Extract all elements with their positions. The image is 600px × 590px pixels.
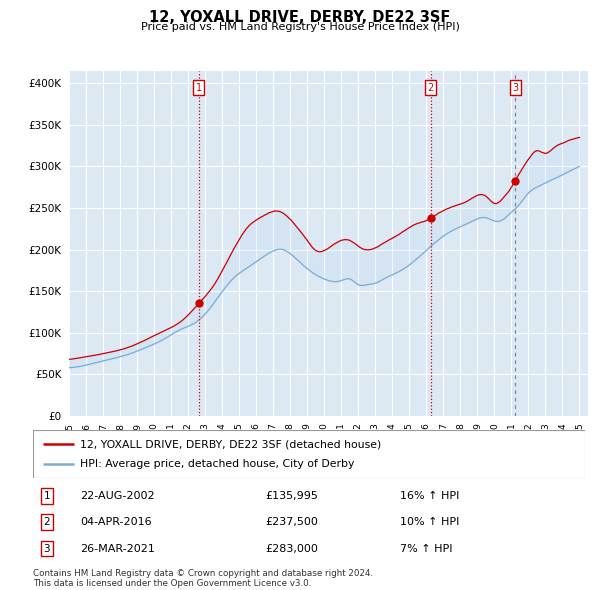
Text: 04-APR-2016: 04-APR-2016 — [80, 517, 152, 527]
Text: Contains HM Land Registry data © Crown copyright and database right 2024.
This d: Contains HM Land Registry data © Crown c… — [33, 569, 373, 588]
Text: 26-MAR-2021: 26-MAR-2021 — [80, 543, 155, 553]
Text: HPI: Average price, detached house, City of Derby: HPI: Average price, detached house, City… — [80, 460, 354, 470]
Text: 1: 1 — [43, 491, 50, 501]
Text: 7% ↑ HPI: 7% ↑ HPI — [400, 543, 452, 553]
Text: 12, YOXALL DRIVE, DERBY, DE22 3SF: 12, YOXALL DRIVE, DERBY, DE22 3SF — [149, 10, 451, 25]
Text: 3: 3 — [43, 543, 50, 553]
Text: 3: 3 — [512, 83, 518, 93]
FancyBboxPatch shape — [33, 430, 585, 478]
Text: 22-AUG-2002: 22-AUG-2002 — [80, 491, 155, 501]
Text: £135,995: £135,995 — [265, 491, 318, 501]
Text: Price paid vs. HM Land Registry's House Price Index (HPI): Price paid vs. HM Land Registry's House … — [140, 22, 460, 32]
Text: 16% ↑ HPI: 16% ↑ HPI — [400, 491, 460, 501]
Text: £237,500: £237,500 — [265, 517, 318, 527]
Text: 12, YOXALL DRIVE, DERBY, DE22 3SF (detached house): 12, YOXALL DRIVE, DERBY, DE22 3SF (detac… — [80, 439, 381, 449]
Text: £283,000: £283,000 — [265, 543, 318, 553]
Text: 2: 2 — [43, 517, 50, 527]
Text: 1: 1 — [196, 83, 202, 93]
Text: 10% ↑ HPI: 10% ↑ HPI — [400, 517, 460, 527]
Text: 2: 2 — [428, 83, 434, 93]
